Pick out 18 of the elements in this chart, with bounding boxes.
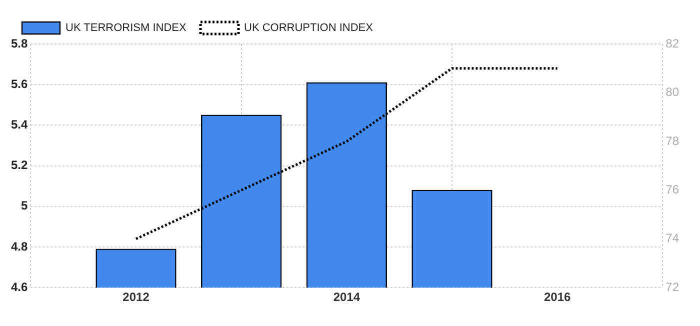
legend-label: UK TERRORISM INDEX [66, 22, 187, 34]
y-tick-label: 5.2 [10, 158, 28, 172]
x-tick-label: 2014 [333, 290, 360, 304]
y-tick-label: 5.4 [10, 118, 28, 132]
y2-tick-label: 74 [666, 231, 680, 246]
y-tick-label: 5.6 [10, 76, 28, 91]
x-tick-label: 2016 [544, 290, 571, 304]
legend-label: UK CORRUPTION INDEX [244, 22, 374, 34]
y2-tick-label: 80 [666, 85, 680, 100]
y-tick-label: 4.8 [10, 239, 28, 254]
y2-tick-label: 78 [666, 134, 680, 148]
y2-tick-label: 76 [666, 182, 680, 196]
y2-tick-label: 82 [666, 36, 680, 50]
y-tick-label: 4.6 [10, 280, 28, 294]
y2-tick-label: 72 [666, 280, 680, 294]
y-tick-label: 5.8 [10, 36, 28, 50]
y-tick-label: 5 [20, 198, 28, 213]
x-tick-label: 2012 [122, 290, 150, 304]
